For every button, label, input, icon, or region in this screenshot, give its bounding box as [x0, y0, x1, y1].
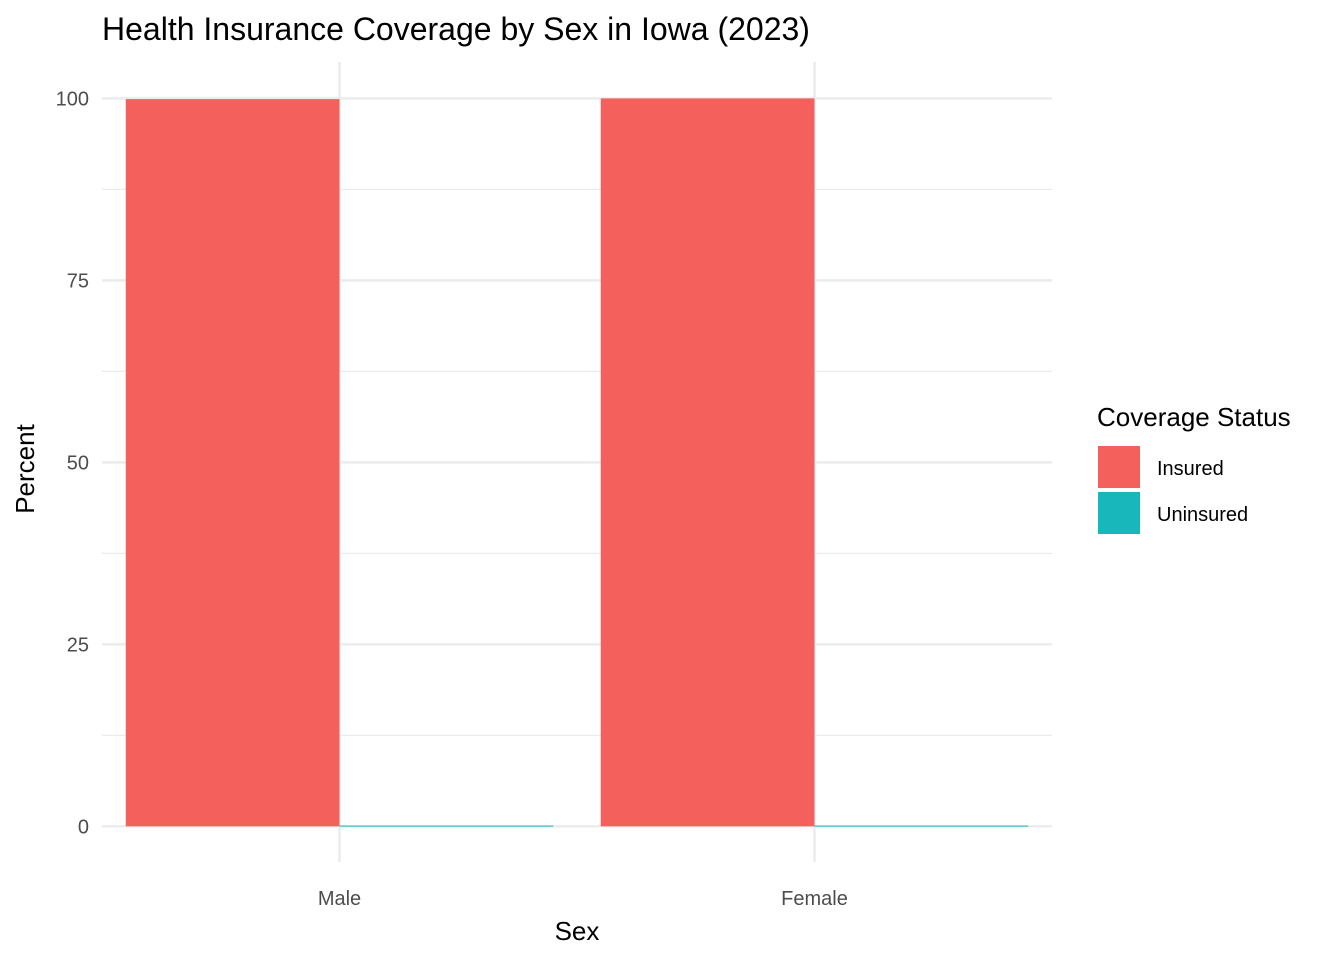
- bar: [339, 825, 554, 827]
- legend-key: [1098, 492, 1140, 534]
- legend-key: [1098, 446, 1140, 488]
- bars: [125, 98, 1029, 827]
- legend: Coverage Status Insured Uninsured: [1097, 402, 1291, 534]
- chart-title: Health Insurance Coverage by Sex in Iowa…: [102, 11, 810, 47]
- y-tick-label: 75: [67, 270, 89, 292]
- x-axis-title: Sex: [555, 916, 600, 946]
- x-tick-label: Male: [318, 888, 361, 910]
- legend-title: Coverage Status: [1097, 402, 1291, 432]
- y-tick-label: 100: [56, 88, 89, 110]
- tick-labels: 0 25 50 75 100 Male Female: [56, 88, 848, 910]
- x-tick-label: Female: [781, 888, 848, 910]
- legend-label: Insured: [1157, 458, 1224, 480]
- y-tick-label: 50: [67, 452, 89, 474]
- legend-label: Uninsured: [1157, 504, 1248, 526]
- bar: [600, 98, 815, 827]
- y-axis-title: Percent: [10, 423, 40, 513]
- legend-items: Insured Uninsured: [1098, 446, 1248, 534]
- y-tick-label: 25: [67, 634, 89, 656]
- bar: [814, 825, 1029, 827]
- bar: [125, 99, 340, 827]
- y-tick-label: 0: [78, 816, 89, 838]
